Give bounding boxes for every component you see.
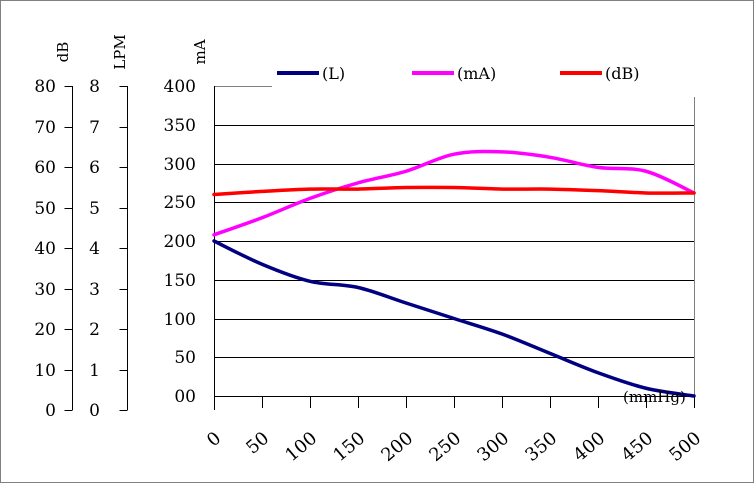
legend-label: (mA) — [457, 64, 496, 83]
y-tick-label: 2 — [89, 320, 100, 340]
y-tick-label: 5 — [89, 199, 100, 219]
y-tick-label: 50 — [174, 348, 196, 368]
y-tick-label: 100 — [164, 310, 196, 330]
y-tick-label: 350 — [164, 116, 196, 136]
series-lines — [212, 149, 696, 398]
grid-lines — [214, 86, 695, 396]
y-axis-title: dB — [54, 42, 72, 63]
y-tick-label: 00 — [174, 387, 196, 407]
y-tick-label: 40 — [34, 239, 56, 259]
y-tick-label: 10 — [34, 361, 56, 381]
y-tick-label: 300 — [164, 155, 196, 175]
y-tick-label: 150 — [164, 271, 196, 291]
y-tick-label: 200 — [164, 232, 196, 252]
y-tick-label: 1 — [89, 361, 100, 381]
y-tick-label: 50 — [34, 199, 56, 219]
y-tick-label: 250 — [164, 193, 196, 213]
y-tick-label: 3 — [89, 280, 100, 300]
y-tick-label: 80 — [34, 77, 56, 97]
y-axis-title: mA — [191, 39, 209, 64]
series-line — [212, 149, 696, 237]
legend-label: (L) — [322, 64, 345, 83]
y-tick-label: 4 — [89, 239, 100, 259]
y-tick-label: 20 — [34, 320, 56, 340]
y-tick-label: 400 — [164, 77, 196, 97]
y-tick-label: 30 — [34, 280, 56, 300]
y-tick-label: 6 — [89, 158, 100, 178]
axes — [64, 86, 695, 411]
y-tick-label: 60 — [34, 158, 56, 178]
y-axis-title: LPM — [111, 34, 129, 69]
legend-label: (dB) — [605, 64, 639, 83]
y-tick-label: 7 — [89, 118, 100, 138]
y-tick-label: 8 — [89, 77, 100, 97]
series-line — [212, 239, 696, 398]
x-unit-label: (mmHg) — [623, 388, 686, 406]
y-tick-label: 0 — [45, 401, 56, 421]
legend: (L) (mA) (dB) — [277, 64, 639, 83]
y-tick-label: 0 — [89, 401, 100, 421]
series-line — [212, 185, 696, 197]
y-tick-label: 70 — [34, 118, 56, 138]
